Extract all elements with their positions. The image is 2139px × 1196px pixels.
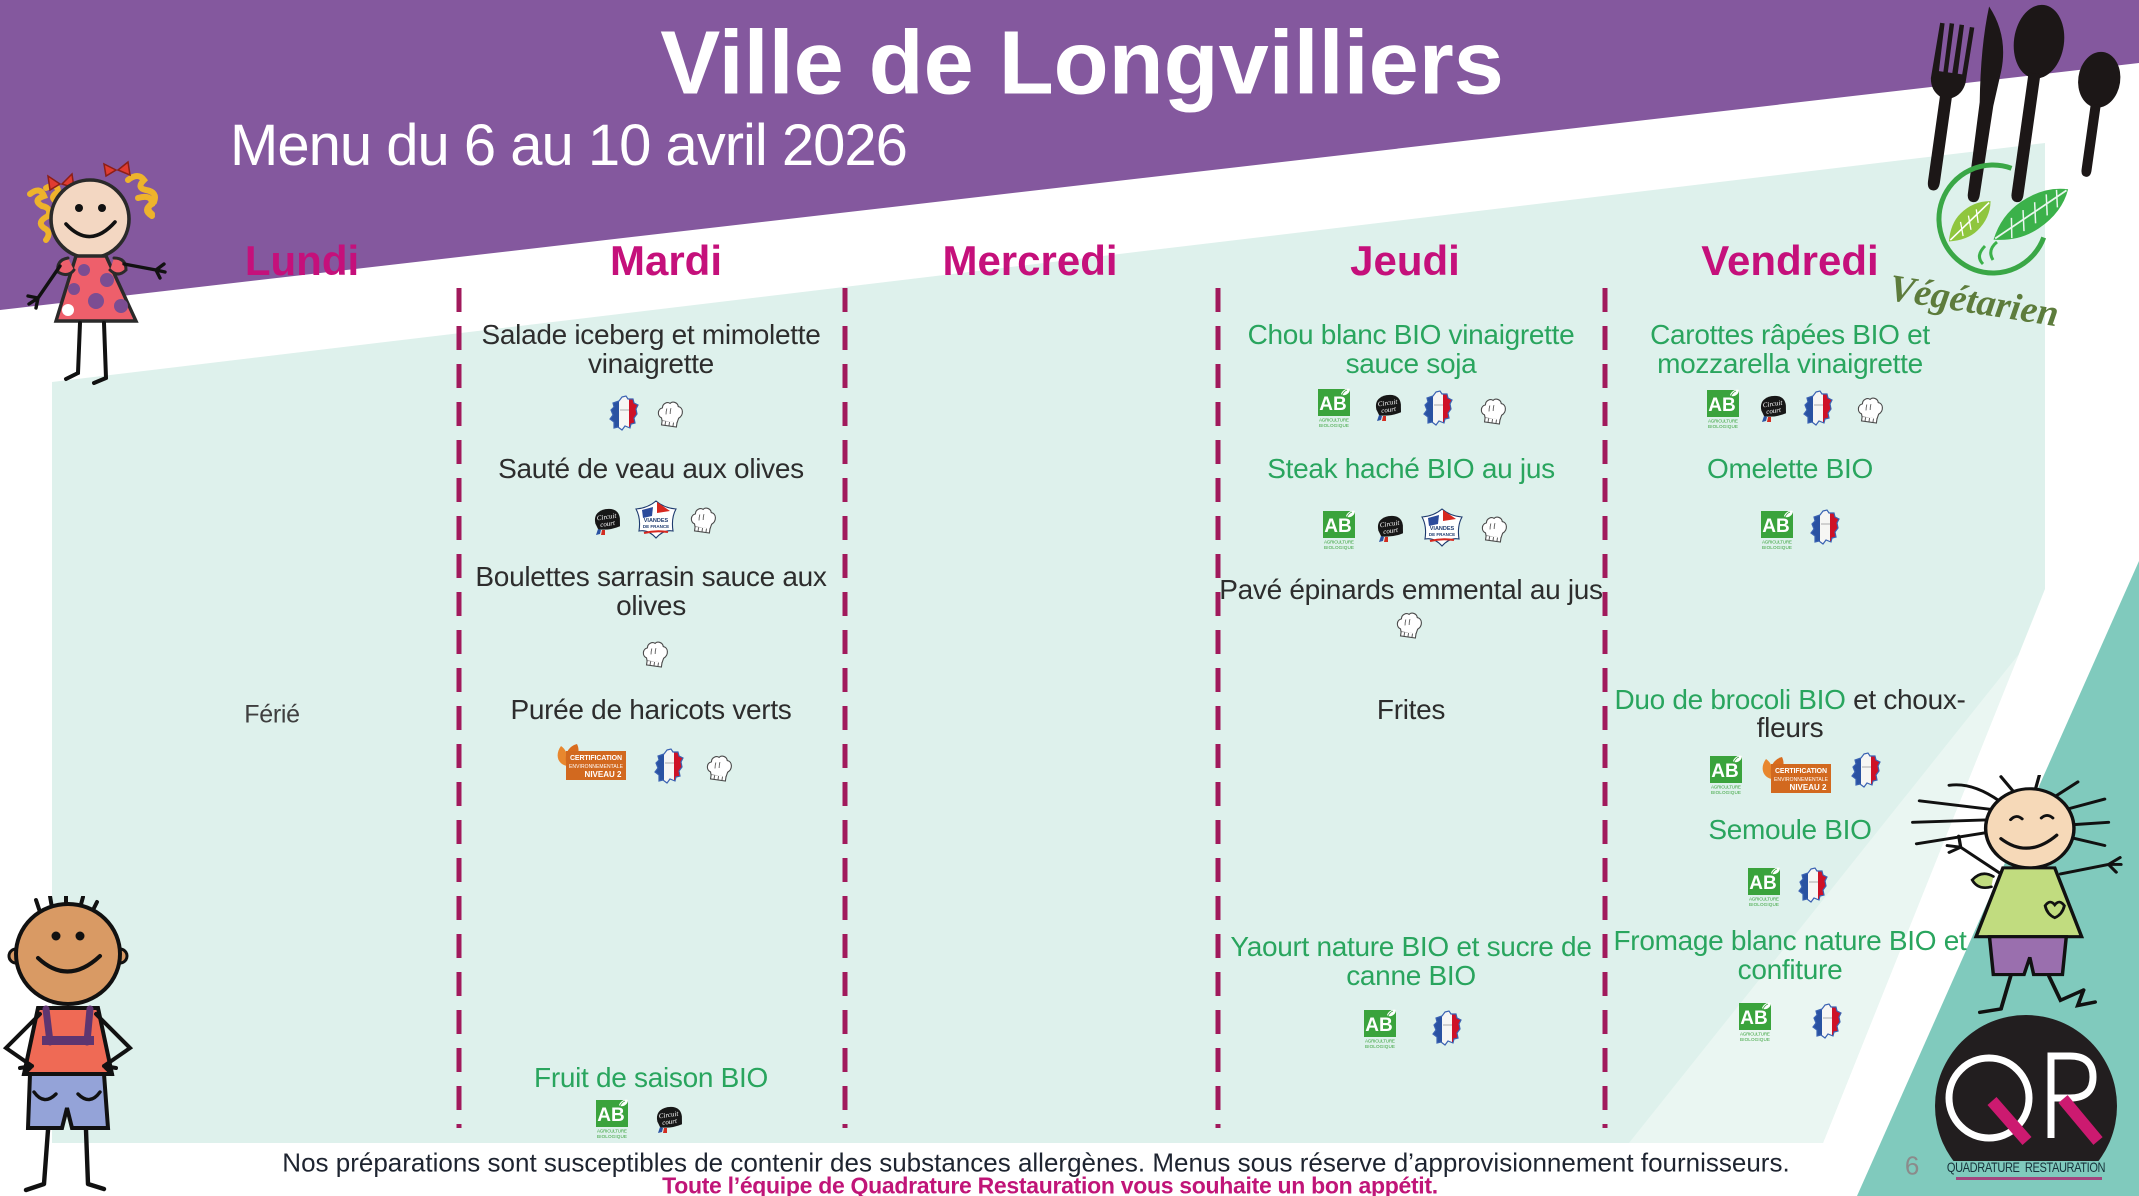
svg-text:Circuit: Circuit bbox=[1762, 399, 1784, 410]
svg-text:BIOLOGIQUE: BIOLOGIQUE bbox=[1740, 1037, 1770, 1042]
svg-text:AGRICULTURE: AGRICULTURE bbox=[1319, 418, 1349, 423]
svg-text:BIOLOGIQUE: BIOLOGIQUE bbox=[1708, 424, 1738, 429]
svg-text:NIVEAU 2: NIVEAU 2 bbox=[1790, 783, 1827, 792]
svg-text:Circuit: Circuit bbox=[658, 1110, 680, 1121]
svg-text:DE FRANCE: DE FRANCE bbox=[643, 524, 669, 529]
svg-text:court: court bbox=[1383, 526, 1400, 536]
svg-text:AGRICULTURE: AGRICULTURE bbox=[1708, 419, 1738, 424]
svg-text:NIVEAU 2: NIVEAU 2 bbox=[585, 770, 622, 779]
svg-text:AB: AB bbox=[1365, 1015, 1392, 1036]
svg-text:BIOLOGIQUE: BIOLOGIQUE bbox=[1762, 545, 1792, 550]
svg-text:BIOLOGIQUE: BIOLOGIQUE bbox=[597, 1134, 627, 1139]
svg-text:BIOLOGIQUE: BIOLOGIQUE bbox=[1324, 545, 1354, 550]
svg-text:AB: AB bbox=[1749, 873, 1776, 894]
svg-text:BIOLOGIQUE: BIOLOGIQUE bbox=[1711, 790, 1741, 795]
svg-text:AGRICULTURE: AGRICULTURE bbox=[1711, 785, 1741, 790]
svg-text:VIANDES: VIANDES bbox=[644, 518, 669, 524]
svg-text:court: court bbox=[662, 1117, 679, 1127]
svg-text:court: court bbox=[1766, 406, 1783, 416]
svg-text:AGRICULTURE: AGRICULTURE bbox=[1749, 897, 1779, 902]
svg-text:ENVIRONNEMENTALE: ENVIRONNEMENTALE bbox=[1774, 777, 1829, 783]
svg-text:AB: AB bbox=[597, 1105, 624, 1126]
svg-text:AB: AB bbox=[1762, 516, 1789, 537]
svg-text:AB: AB bbox=[1708, 395, 1735, 416]
svg-text:BIOLOGIQUE: BIOLOGIQUE bbox=[1319, 423, 1349, 428]
svg-text:BIOLOGIQUE: BIOLOGIQUE bbox=[1365, 1044, 1395, 1049]
svg-text:AB: AB bbox=[1324, 516, 1351, 537]
svg-text:CERTIFICATION: CERTIFICATION bbox=[1775, 768, 1827, 775]
svg-text:Circuit: Circuit bbox=[1377, 398, 1399, 409]
svg-text:AB: AB bbox=[1711, 761, 1738, 782]
svg-text:BIOLOGIQUE: BIOLOGIQUE bbox=[1749, 902, 1779, 907]
svg-text:DE FRANCE: DE FRANCE bbox=[1429, 532, 1455, 537]
svg-text:VIANDES: VIANDES bbox=[1430, 526, 1455, 532]
svg-text:court: court bbox=[600, 519, 617, 529]
svg-text:court: court bbox=[1381, 405, 1398, 415]
svg-text:AB: AB bbox=[1740, 1008, 1767, 1029]
svg-text:AB: AB bbox=[1319, 394, 1346, 415]
svg-text:CERTIFICATION: CERTIFICATION bbox=[570, 755, 622, 762]
svg-text:AGRICULTURE: AGRICULTURE bbox=[597, 1129, 627, 1134]
svg-text:AGRICULTURE: AGRICULTURE bbox=[1324, 540, 1354, 545]
svg-text:AGRICULTURE: AGRICULTURE bbox=[1365, 1039, 1395, 1044]
svg-text:Circuit: Circuit bbox=[596, 512, 618, 523]
svg-text:Circuit: Circuit bbox=[1379, 519, 1401, 530]
svg-text:AGRICULTURE: AGRICULTURE bbox=[1762, 540, 1792, 545]
svg-text:ENVIRONNEMENTALE: ENVIRONNEMENTALE bbox=[569, 764, 624, 770]
svg-text:AGRICULTURE: AGRICULTURE bbox=[1740, 1032, 1770, 1037]
